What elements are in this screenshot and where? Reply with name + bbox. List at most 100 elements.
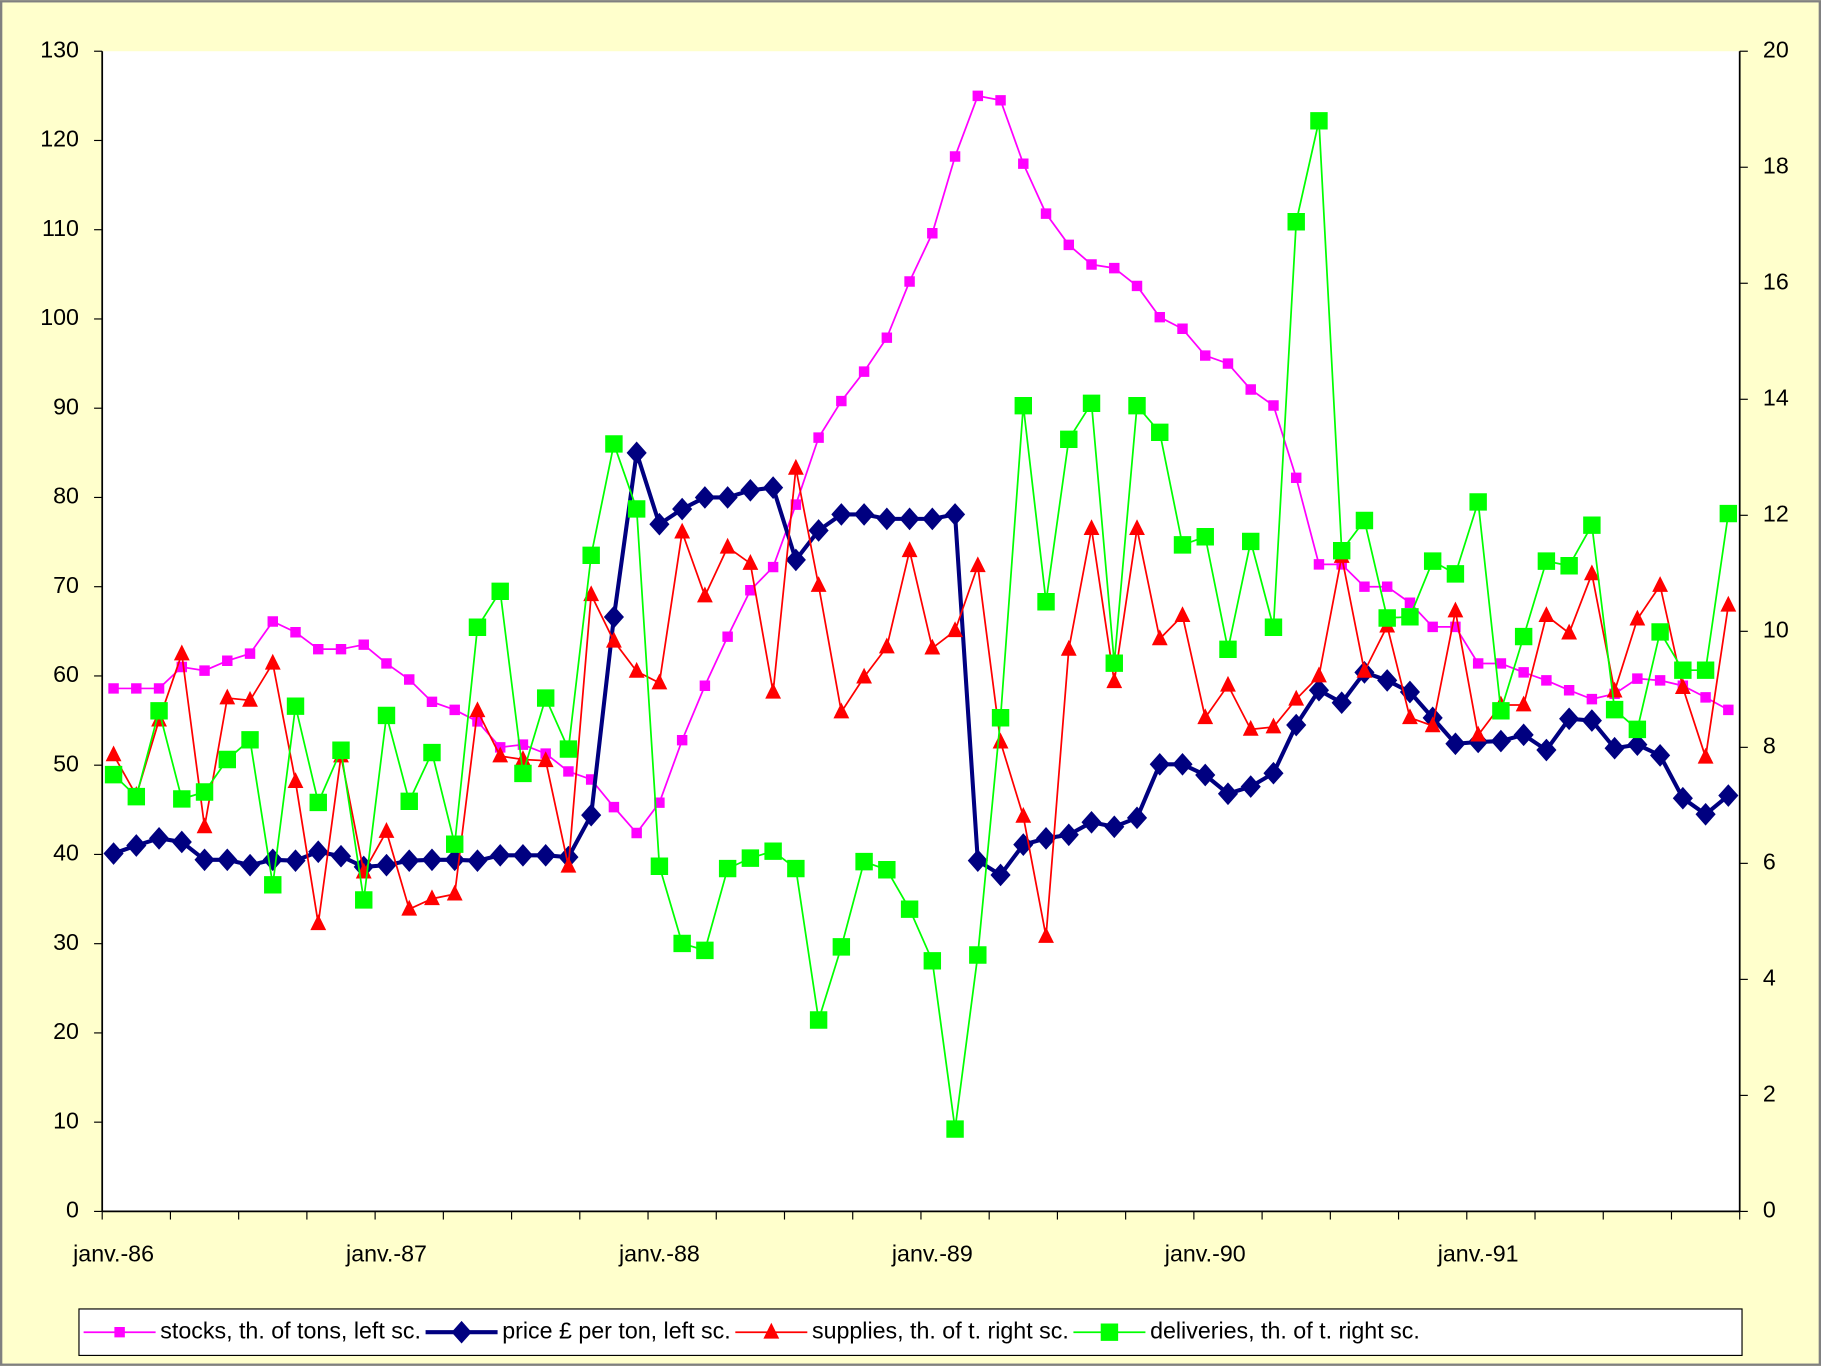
marker: [1720, 595, 1737, 612]
legend-label: stocks, th. of tons, left sc.: [160, 1317, 421, 1343]
marker: [1151, 423, 1169, 442]
marker: [1037, 593, 1055, 611]
marker: [1131, 280, 1143, 292]
marker: [381, 658, 392, 669]
marker: [1469, 493, 1487, 511]
marker: [376, 853, 397, 877]
series-line: [112, 468, 1730, 937]
y-tick-label: 20: [53, 1018, 79, 1044]
marker: [881, 332, 893, 343]
y-tick-label: 30: [53, 929, 79, 955]
marker: [1583, 516, 1601, 534]
marker: [969, 946, 987, 964]
y2-tick-label: 20: [1763, 36, 1789, 62]
marker: [222, 655, 233, 666]
marker: [537, 751, 554, 768]
marker: [1423, 552, 1442, 570]
marker: [927, 228, 938, 239]
marker: [310, 914, 327, 931]
marker: [1264, 618, 1283, 636]
marker: [1723, 704, 1734, 716]
marker: [767, 561, 779, 573]
marker: [1537, 552, 1556, 570]
marker: [1378, 609, 1396, 627]
marker: [103, 842, 124, 865]
marker: [1518, 667, 1529, 678]
marker: [1472, 658, 1484, 669]
marker: [104, 765, 123, 784]
marker: [490, 843, 511, 867]
marker: [878, 861, 896, 879]
marker: [535, 843, 556, 867]
marker: [1697, 747, 1714, 764]
marker: [856, 667, 873, 684]
marker: [1197, 708, 1214, 725]
marker: [854, 503, 875, 526]
marker: [899, 507, 920, 531]
marker: [972, 90, 984, 102]
y-tick-label: 120: [40, 126, 79, 152]
marker: [900, 900, 919, 918]
marker: [763, 476, 784, 499]
marker: [631, 827, 642, 839]
marker: [1604, 736, 1625, 760]
x-tick-label: janv.-86: [72, 1241, 154, 1267]
marker: [512, 843, 534, 867]
marker: [1695, 802, 1716, 826]
marker: [194, 848, 215, 872]
marker: [451, 1320, 472, 1344]
marker: [1286, 713, 1307, 737]
y2-tick-label: 6: [1763, 848, 1776, 874]
marker: [1719, 504, 1738, 523]
marker: [1242, 532, 1260, 551]
marker: [1628, 720, 1647, 739]
marker: [694, 486, 715, 509]
marker: [718, 859, 737, 878]
marker: [559, 740, 578, 758]
marker: [1173, 536, 1192, 554]
marker: [1154, 311, 1165, 323]
marker: [608, 801, 620, 813]
marker: [1200, 350, 1211, 361]
marker: [517, 739, 529, 750]
y-tick-label: 50: [53, 750, 79, 776]
series-line: [112, 120, 1730, 1130]
marker: [1100, 1323, 1119, 1341]
marker: [787, 458, 804, 475]
marker: [1445, 732, 1466, 756]
marker: [1242, 719, 1259, 736]
marker: [1355, 511, 1374, 530]
marker: [582, 546, 600, 565]
marker: [836, 395, 847, 407]
marker: [1310, 112, 1328, 130]
marker: [468, 618, 487, 636]
x-tick-label: janv.-88: [618, 1241, 700, 1267]
marker: [1654, 675, 1666, 686]
marker: [1105, 654, 1123, 672]
marker: [969, 556, 986, 573]
marker: [947, 621, 963, 638]
x-tick-label: janv.-89: [891, 1241, 973, 1267]
marker: [1222, 358, 1234, 369]
marker: [1172, 752, 1193, 776]
marker: [763, 1322, 780, 1339]
marker: [1606, 681, 1623, 698]
marker: [808, 519, 829, 542]
marker: [1149, 752, 1170, 776]
y-tick-label: 80: [53, 483, 79, 509]
marker: [217, 848, 238, 872]
marker: [218, 750, 236, 769]
marker: [492, 746, 509, 763]
marker: [467, 849, 488, 873]
marker: [1104, 815, 1125, 839]
marker: [239, 853, 261, 877]
marker: [1081, 810, 1102, 834]
marker: [1586, 693, 1598, 705]
marker: [309, 793, 327, 812]
marker: [1563, 684, 1575, 696]
marker: [1060, 430, 1078, 449]
y-tick-label: 70: [53, 572, 79, 598]
marker: [992, 732, 1009, 749]
marker: [1718, 784, 1739, 807]
marker: [150, 702, 168, 720]
